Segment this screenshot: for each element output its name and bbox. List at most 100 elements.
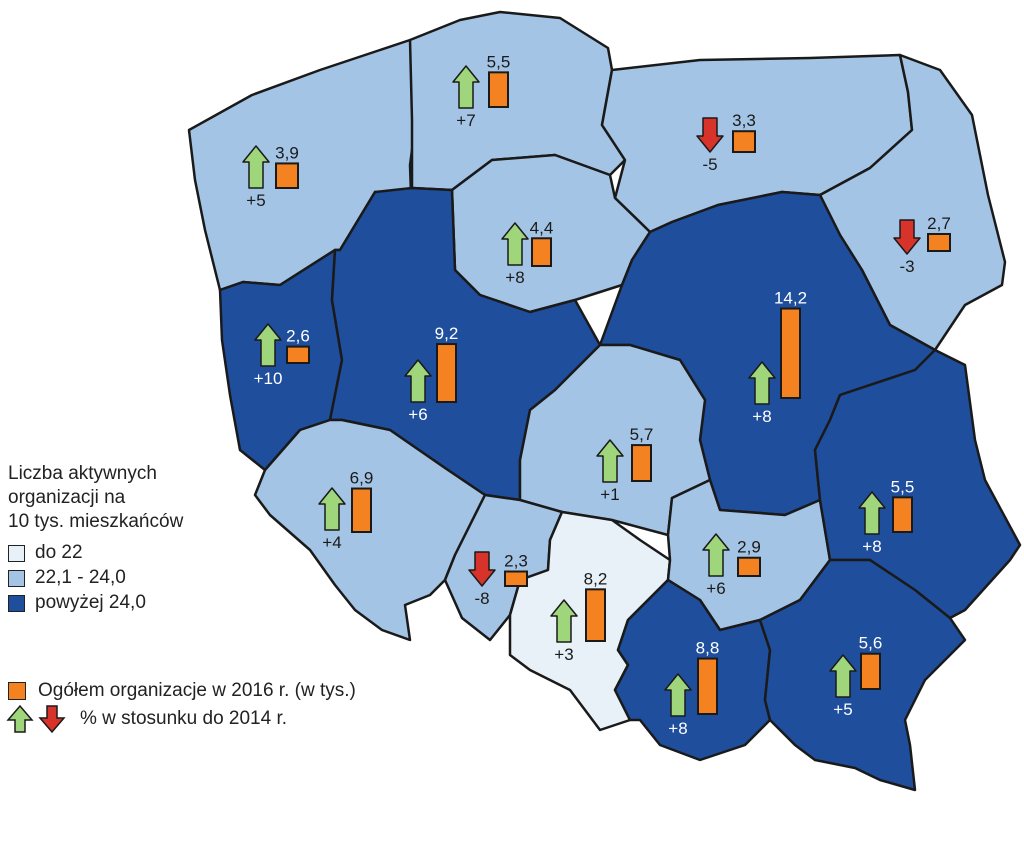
change-label: +8 xyxy=(505,268,524,287)
legend-bar-item: Ogółem organizacje w 2016 r. (w tys.) xyxy=(8,679,356,703)
change-label: +10 xyxy=(254,369,283,388)
change-label: +8 xyxy=(862,537,881,556)
legend-swatch-low xyxy=(8,544,25,562)
legend-class-high: powyżej 24,0 xyxy=(8,591,146,615)
marker-warminsko-mazurskie: 3,3 -5 xyxy=(696,111,756,174)
org-value-label: 4,4 xyxy=(530,218,554,237)
marker-malopolskie: 8,8 +8 xyxy=(664,639,720,738)
arrow-down-icon xyxy=(696,117,724,153)
change-label: +6 xyxy=(706,579,725,598)
change-label: +5 xyxy=(246,191,265,210)
org-value-label: 2,7 xyxy=(927,214,951,233)
marker-lodzkie: 5,7 +1 xyxy=(596,425,654,504)
org-bar xyxy=(351,487,372,533)
arrow-up-icon xyxy=(858,491,886,535)
org-bar xyxy=(286,345,310,364)
org-bar xyxy=(275,162,299,189)
region-markers: 3,9 +5 5,5 +7 3,3 -5 2,7 -3 4,4 +8 2,6 +10 9,2 +6 14,2… xyxy=(242,52,951,738)
arrow-up-icon xyxy=(550,599,578,643)
arrow-up-icon xyxy=(664,673,692,717)
legend-swatch-mid xyxy=(8,569,25,587)
arrow-up-icon xyxy=(501,222,529,266)
change-label: +3 xyxy=(554,645,573,664)
org-value-label: 5,5 xyxy=(891,477,915,496)
marker-podlaskie: 2,7 -3 xyxy=(893,214,951,276)
marker-lubuskie: 2,6 +10 xyxy=(254,323,310,388)
change-label: -5 xyxy=(702,155,717,174)
arrow-up-icon xyxy=(748,361,776,405)
change-label: -3 xyxy=(899,257,914,276)
legend-arrow-item: % w stosunku do 2014 r. xyxy=(6,704,287,734)
org-value-label: 2,6 xyxy=(286,327,310,346)
change-label: +8 xyxy=(752,407,771,426)
org-bar xyxy=(436,343,457,404)
change-label: +8 xyxy=(668,719,687,738)
legend-bar-swatch xyxy=(8,682,26,700)
change-label: +6 xyxy=(408,405,427,424)
arrow-up-icon xyxy=(596,439,624,483)
org-value-label: 5,7 xyxy=(630,425,654,444)
org-bar xyxy=(732,130,756,154)
legend-class-label: 22,1 - 24,0 xyxy=(35,567,126,588)
legend-bar-label: Ogółem organizacje w 2016 r. (w tys.) xyxy=(38,680,356,701)
change-label: -8 xyxy=(474,589,489,608)
legend-swatch-high xyxy=(8,594,25,612)
region-shapes xyxy=(187,10,1022,792)
arrow-up-icon xyxy=(242,145,270,189)
legend-title: Liczba aktywnych organizacji na 10 tys. … xyxy=(8,462,183,534)
marker-swietokrzyskie: 2,9 +6 xyxy=(702,533,761,598)
marker-slaskie: 8,2 +3 xyxy=(550,569,608,664)
org-value-label: 8,8 xyxy=(696,639,720,658)
arrow-up-icon xyxy=(404,359,432,403)
region-lubelskie[interactable] xyxy=(813,348,1022,620)
org-bar xyxy=(780,307,801,400)
change-label: +4 xyxy=(322,533,341,552)
marker-lubelskie: 5,5 +8 xyxy=(858,477,915,556)
org-bar xyxy=(488,71,509,108)
legend-title-line: 10 tys. mieszkańców xyxy=(8,511,184,532)
arrow-up-icon xyxy=(254,323,282,367)
marker-wielkopolskie: 9,2 +6 xyxy=(404,324,459,424)
marker-dolnoslaskie: 6,9 +4 xyxy=(318,469,373,552)
org-bar xyxy=(892,496,913,534)
arrow-up-icon xyxy=(6,704,34,733)
marker-podkarpackie: 5,6 +5 xyxy=(829,634,883,719)
org-bar xyxy=(585,588,606,643)
org-value-label: 3,3 xyxy=(732,111,756,130)
change-label: +1 xyxy=(600,485,619,504)
org-bar xyxy=(697,657,718,715)
legend-arrows xyxy=(6,704,66,734)
org-value-label: 8,2 xyxy=(584,569,608,588)
org-bar xyxy=(927,232,951,253)
org-bar xyxy=(737,556,761,577)
arrow-down-icon xyxy=(893,219,921,255)
legend-class-label: powyżej 24,0 xyxy=(35,592,146,613)
region-lodzkie[interactable] xyxy=(518,343,712,537)
legend-class-label: do 22 xyxy=(35,542,83,563)
legend-arrow-label: % w stosunku do 2014 r. xyxy=(80,708,288,729)
arrow-up-icon xyxy=(829,654,857,698)
marker-zachodniopomorskie: 3,9 +5 xyxy=(242,143,299,210)
org-value-label: 2,9 xyxy=(737,538,761,557)
arrow-up-icon xyxy=(318,487,346,531)
org-value-label: 2,3 xyxy=(504,552,528,571)
org-bar xyxy=(531,237,552,267)
legend-class-low: do 22 xyxy=(8,541,83,565)
marker-opolskie: 2,3 -8 xyxy=(468,551,528,608)
change-label: +7 xyxy=(456,111,475,130)
legend-class-mid: 22,1 - 24,0 xyxy=(8,566,126,590)
region-malopolskie[interactable] xyxy=(613,578,772,762)
org-bar xyxy=(504,570,528,588)
org-bar xyxy=(860,652,881,690)
org-value-label: 5,5 xyxy=(487,52,511,71)
marker-pomorskie: 5,5 +7 xyxy=(452,52,511,130)
org-bar xyxy=(631,444,652,482)
arrow-up-icon xyxy=(702,533,730,577)
org-value-label: 14,2 xyxy=(774,289,807,308)
org-value-label: 5,6 xyxy=(859,634,883,653)
marker-kujawsko-pomorskie: 4,4 +8 xyxy=(501,218,554,287)
org-value-label: 9,2 xyxy=(435,324,459,343)
arrow-down-icon xyxy=(38,705,66,734)
arrow-up-icon xyxy=(452,65,480,109)
